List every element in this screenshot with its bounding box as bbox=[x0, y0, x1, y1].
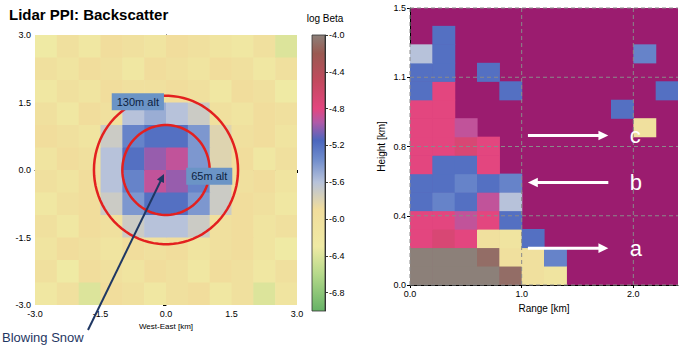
svg-text:Lidar PPI: Backscatter: Lidar PPI: Backscatter bbox=[9, 6, 168, 23]
svg-text:Range [km]: Range [km] bbox=[518, 303, 569, 314]
svg-text:-1.5: -1.5 bbox=[15, 233, 31, 243]
svg-text:0.0: 0.0 bbox=[18, 165, 31, 175]
svg-text:1.0: 1.0 bbox=[515, 289, 528, 299]
svg-text:1.5: 1.5 bbox=[225, 309, 238, 319]
svg-text:-3.0: -3.0 bbox=[15, 300, 31, 310]
svg-text:Blowing Snow: Blowing Snow bbox=[2, 330, 84, 345]
svg-text:3.0: 3.0 bbox=[18, 30, 31, 40]
svg-text:b: b bbox=[630, 170, 642, 195]
svg-text:65m alt: 65m alt bbox=[191, 170, 227, 182]
svg-text:0.4: 0.4 bbox=[393, 211, 406, 221]
svg-text:-6.4: -6.4 bbox=[329, 251, 345, 261]
svg-text:-5.6: -5.6 bbox=[329, 177, 345, 187]
svg-text:Height [km]: Height [km] bbox=[376, 121, 387, 172]
svg-text:c: c bbox=[630, 123, 641, 148]
svg-text:1.5: 1.5 bbox=[393, 3, 406, 13]
svg-text:-6.8: -6.8 bbox=[329, 288, 345, 298]
svg-text:1.1: 1.1 bbox=[393, 72, 406, 82]
svg-text:2.0: 2.0 bbox=[627, 289, 640, 299]
svg-text:130m alt: 130m alt bbox=[117, 96, 159, 108]
svg-text:-1.5: -1.5 bbox=[92, 308, 109, 319]
svg-text:log Beta: log Beta bbox=[307, 13, 344, 24]
svg-text:3.0: 3.0 bbox=[291, 309, 304, 319]
svg-text:-4.0: -4.0 bbox=[329, 30, 345, 40]
svg-text:West-East [km]: West-East [km] bbox=[139, 322, 193, 331]
svg-text:0.0: 0.0 bbox=[404, 289, 417, 299]
svg-text:-4.8: -4.8 bbox=[329, 104, 345, 114]
svg-text:-4.4: -4.4 bbox=[329, 67, 345, 77]
svg-text:0.0: 0.0 bbox=[393, 280, 406, 290]
svg-text:0.0: 0.0 bbox=[160, 309, 173, 319]
svg-text:-3.0: -3.0 bbox=[27, 309, 43, 319]
svg-text:1.5: 1.5 bbox=[18, 98, 31, 108]
svg-text:-6.0: -6.0 bbox=[329, 214, 345, 224]
svg-text:0.8: 0.8 bbox=[393, 142, 406, 152]
svg-text:-5.2: -5.2 bbox=[329, 140, 345, 150]
svg-text:a: a bbox=[630, 236, 643, 261]
